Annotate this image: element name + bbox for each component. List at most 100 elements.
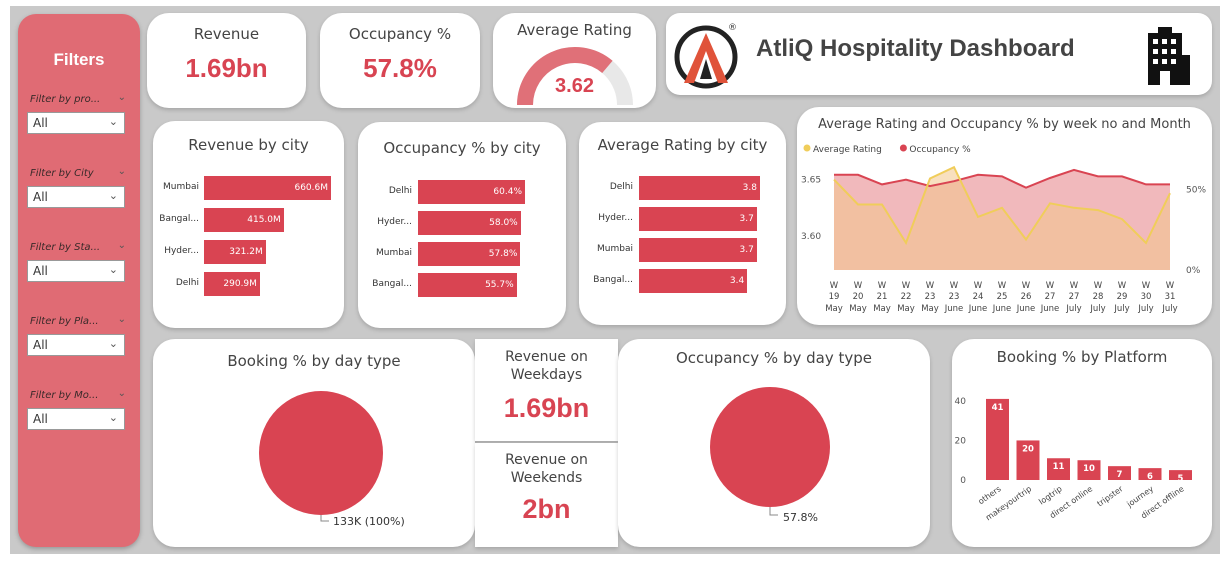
x-month-label: May bbox=[921, 304, 939, 314]
x-week-number: 20 bbox=[853, 292, 864, 302]
rating-by-city-title: Average Rating by city bbox=[597, 136, 768, 154]
y-tick-label: 0 bbox=[960, 476, 966, 486]
bar[interactable]: 57.8% bbox=[418, 242, 521, 266]
x-week-number: 28 bbox=[1093, 292, 1104, 302]
rating-by-city-card[interactable]: Average Rating by city Delhi 3.8 Hyder... 3… bbox=[579, 122, 786, 325]
rating-area bbox=[834, 167, 1170, 270]
category-label: Delhi bbox=[609, 182, 633, 192]
chevron-down-icon[interactable]: ⌄ bbox=[117, 240, 126, 251]
bar[interactable]: 58.0% bbox=[418, 211, 521, 235]
bar-value-label: 58.0% bbox=[489, 218, 518, 228]
category-label: Hyder... bbox=[598, 213, 633, 223]
bar[interactable]: 3.7 bbox=[639, 207, 757, 231]
bar[interactable]: 3.7 bbox=[639, 238, 757, 262]
pie-slice bbox=[259, 391, 383, 515]
bar[interactable]: 3.8 bbox=[639, 176, 760, 200]
platform-bar bbox=[1016, 440, 1040, 480]
hotel-building-icon bbox=[1148, 27, 1190, 85]
revenue-by-city-title: Revenue by city bbox=[188, 136, 309, 154]
x-week-label: W bbox=[1166, 281, 1175, 291]
booking-platform-card[interactable]: Booking % by Platform 0 20 40 41 others 20 mak… bbox=[952, 339, 1212, 547]
x-month-label: July bbox=[1137, 304, 1153, 314]
bar[interactable]: 60.4% bbox=[418, 180, 525, 204]
y-tick-label: 40 bbox=[955, 397, 967, 407]
revenue-weekdays-value: 1.69bn bbox=[503, 393, 590, 423]
category-label: Delhi bbox=[175, 278, 199, 288]
x-week-number: 21 bbox=[877, 292, 888, 302]
bar[interactable]: 415.0M bbox=[204, 208, 284, 232]
occupancy-kpi-card[interactable]: Occupancy % 57.8% bbox=[320, 13, 480, 108]
bar[interactable]: 3.4 bbox=[639, 269, 748, 293]
legend-marker bbox=[803, 144, 811, 152]
x-week-label: W bbox=[1046, 281, 1055, 291]
bar[interactable]: 55.7% bbox=[418, 273, 517, 297]
bar[interactable]: 321.2M bbox=[204, 240, 266, 264]
filters-panel: Filters Filter by pro... ⌄ All ⌄ Filter by C… bbox=[18, 14, 140, 547]
weekly-chart-title: Average Rating and Occupancy % by week n… bbox=[818, 117, 1191, 132]
x-week-number: 22 bbox=[901, 292, 912, 302]
chevron-down-icon[interactable]: ⌄ bbox=[117, 388, 126, 399]
header-card: ® AtliQ Hospitality Dashboard bbox=[666, 13, 1212, 95]
filter-dropdown[interactable]: All ⌄ bbox=[27, 112, 125, 134]
x-week-number: 25 bbox=[997, 292, 1008, 302]
registered-mark: ® bbox=[728, 23, 737, 33]
occupancy-day-type-card[interactable]: Occupancy % by day type 57.8% bbox=[618, 339, 930, 547]
bar[interactable]: 290.9M bbox=[204, 272, 260, 296]
category-label: Bangal... bbox=[159, 214, 199, 224]
y-right-tick-label: 0% bbox=[1186, 266, 1201, 276]
occupancy-by-city-card[interactable]: Occupancy % by city Delhi 60.4% Hyder... 58… bbox=[358, 122, 566, 328]
filter-dropdown-value: All bbox=[33, 412, 48, 426]
x-week-number: 30 bbox=[1141, 292, 1152, 302]
chevron-down-icon: ⌄ bbox=[108, 411, 118, 424]
rating-kpi-card[interactable]: Average Rating 3.62 bbox=[493, 13, 656, 108]
pie-leader-line bbox=[320, 515, 329, 522]
bar-value-label: 3.7 bbox=[739, 214, 754, 224]
filter-dropdown[interactable]: All ⌄ bbox=[27, 260, 125, 282]
weekly-rating-occupancy-card[interactable]: Average Rating and Occupancy % by week n… bbox=[797, 107, 1212, 325]
revenue-weekends-card[interactable]: Revenue on Weekends 2bn bbox=[475, 443, 618, 547]
x-week-label: W bbox=[1094, 281, 1103, 291]
revenue-by-city-card[interactable]: Revenue by city Mumbai 660.6M Bangal... 415… bbox=[153, 121, 344, 328]
revenue-kpi-card[interactable]: Revenue 1.69bn bbox=[147, 13, 306, 108]
bar[interactable]: 660.6M bbox=[204, 176, 331, 200]
revenue-weekends-value: 2bn bbox=[522, 494, 571, 524]
category-label: Mumbai bbox=[376, 248, 412, 258]
occupancy-kpi-title: Occupancy % bbox=[348, 25, 452, 43]
filter-dropdown[interactable]: All ⌄ bbox=[27, 408, 125, 430]
filter-dropdown[interactable]: All ⌄ bbox=[27, 334, 125, 356]
chevron-down-icon[interactable]: ⌄ bbox=[117, 166, 126, 177]
bar-value-label: 415.0M bbox=[247, 215, 281, 225]
x-month-label: May bbox=[897, 304, 915, 314]
bar-value-label: 20 bbox=[1022, 444, 1034, 454]
gauge-fill bbox=[517, 46, 613, 106]
filter-dropdown-value: All bbox=[33, 116, 48, 130]
platform-bar bbox=[1169, 470, 1192, 480]
y-right-tick-label: 50% bbox=[1186, 185, 1206, 195]
category-label: Mumbai bbox=[597, 244, 633, 254]
atliq-logo-icon bbox=[674, 25, 738, 89]
occupancy-day-type-label: 57.8% bbox=[783, 511, 818, 524]
legend-marker bbox=[899, 144, 907, 152]
rating-line bbox=[833, 165, 1171, 246]
revenue-weekdays-card[interactable]: Revenue on Weekdays 1.69bn bbox=[475, 339, 618, 441]
x-week-label: W bbox=[1118, 281, 1127, 291]
chevron-down-icon[interactable]: ⌄ bbox=[117, 314, 126, 325]
category-label: Bangal... bbox=[372, 279, 412, 289]
filter-label: Filter by City bbox=[30, 168, 94, 179]
category-label: tripster bbox=[1096, 484, 1126, 509]
x-week-label: W bbox=[902, 281, 911, 291]
chevron-down-icon[interactable]: ⌄ bbox=[117, 92, 126, 103]
chevron-down-icon: ⌄ bbox=[108, 189, 118, 202]
bar-value-label: 10 bbox=[1083, 464, 1095, 474]
filter-label: Filter by pro... bbox=[30, 94, 101, 105]
y-left-tick-label: 3.60 bbox=[801, 232, 821, 242]
x-month-label: June bbox=[992, 304, 1012, 314]
x-week-label: W bbox=[974, 281, 983, 291]
x-week-label: W bbox=[926, 281, 935, 291]
bar-value-label: 3.8 bbox=[742, 183, 757, 193]
filter-dropdown[interactable]: All ⌄ bbox=[27, 186, 125, 208]
booking-day-type-label: 133K (100%) bbox=[333, 515, 405, 528]
booking-day-type-card[interactable]: Booking % by day type 133K (100%) bbox=[153, 339, 475, 547]
x-week-label: W bbox=[1022, 281, 1031, 291]
revenue-kpi-value: 1.69bn bbox=[185, 53, 268, 83]
